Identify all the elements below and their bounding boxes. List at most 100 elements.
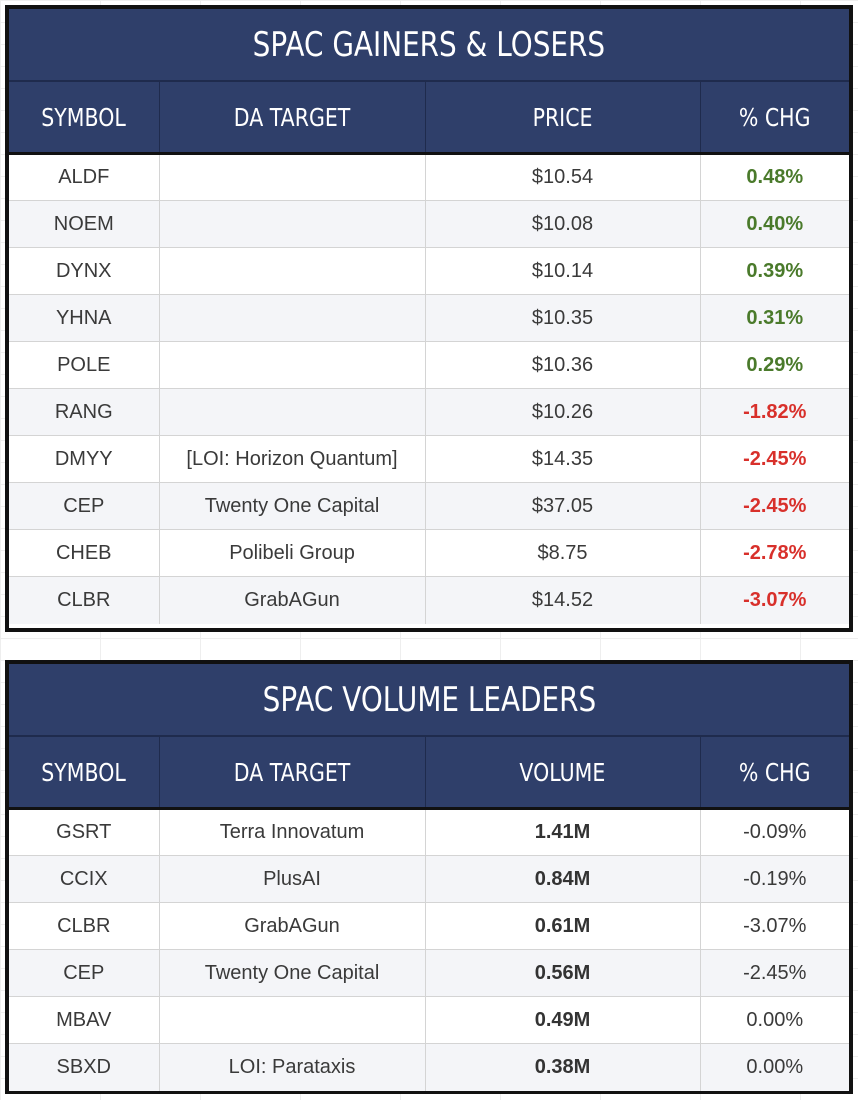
symbol-cell: CCIX (9, 855, 159, 903)
column-header-da-target[interactable]: DA TARGET (158, 82, 425, 155)
pct-chg-cell: 0.48% (699, 153, 849, 201)
price-cell: $37.05 (424, 482, 700, 530)
da-target-cell (158, 200, 425, 248)
table-row: CHEB Polibeli Group $8.75 -2.78% (9, 529, 849, 577)
symbol-cell: MBAV (9, 996, 159, 1044)
volume-table-body: GSRT Terra Innovatum 1.41M -0.09% CCIX PlusAI… (9, 808, 849, 1091)
price-cell: $10.36 (424, 341, 700, 389)
da-target-cell: Polibeli Group (158, 529, 425, 577)
price-cell: $10.08 (424, 200, 700, 248)
table-row: RANG $10.26 -1.82% (9, 388, 849, 436)
price-cell: $10.35 (424, 294, 700, 342)
pct-chg-cell: -3.07% (699, 576, 849, 624)
table-row: ALDF $10.54 0.48% (9, 153, 849, 201)
gainers-header-row: SYMBOL DA TARGET PRICE % CHG (9, 82, 849, 155)
volume-leaders-panel: SPAC VOLUME LEADERS SYMBOL DA TARGET VOL… (5, 660, 853, 1094)
da-target-cell: [LOI: Horizon Quantum] (158, 435, 425, 483)
symbol-cell: RANG (9, 388, 159, 436)
da-target-cell: Terra Innovatum (158, 808, 425, 856)
pct-chg-cell: -0.19% (699, 855, 849, 903)
volume-title: SPAC VOLUME LEADERS (262, 679, 596, 720)
da-target-cell (158, 247, 425, 295)
pct-chg-cell: -2.45% (699, 482, 849, 530)
gainers-table: SYMBOL DA TARGET PRICE % CHG ALDF $10.54 0… (9, 82, 849, 624)
symbol-cell: NOEM (9, 200, 159, 248)
symbol-cell: GSRT (9, 808, 159, 856)
table-row: CCIX PlusAI 0.84M -0.19% (9, 855, 849, 903)
da-target-cell: GrabAGun (158, 576, 425, 624)
pct-chg-cell: -1.82% (699, 388, 849, 436)
pct-chg-cell: 0.39% (699, 247, 849, 295)
pct-chg-cell: 0.29% (699, 341, 849, 389)
column-header-pct-chg[interactable]: % CHG (699, 82, 849, 155)
price-cell: $10.14 (424, 247, 700, 295)
symbol-cell: DYNX (9, 247, 159, 295)
column-header-price[interactable]: PRICE (424, 82, 700, 155)
symbol-cell: YHNA (9, 294, 159, 342)
price-cell: $10.26 (424, 388, 700, 436)
pct-chg-cell: -2.78% (699, 529, 849, 577)
volume-cell: 0.84M (424, 855, 700, 903)
table-row: SBXD LOI: Parataxis 0.38M 0.00% (9, 1043, 849, 1091)
table-row: CLBR GrabAGun 0.61M -3.07% (9, 902, 849, 950)
symbol-cell: SBXD (9, 1043, 159, 1091)
da-target-cell: Twenty One Capital (158, 482, 425, 530)
table-row: YHNA $10.35 0.31% (9, 294, 849, 342)
price-cell: $10.54 (424, 153, 700, 201)
pct-chg-cell: -2.45% (699, 949, 849, 997)
gainers-title: SPAC GAINERS & LOSERS (252, 24, 606, 65)
table-row: POLE $10.36 0.29% (9, 341, 849, 389)
da-target-cell (158, 153, 425, 201)
volume-header-row: SYMBOL DA TARGET VOLUME % CHG (9, 737, 849, 810)
da-target-cell: LOI: Parataxis (158, 1043, 425, 1091)
volume-title-bar: SPAC VOLUME LEADERS (9, 664, 849, 737)
volume-cell: 0.38M (424, 1043, 700, 1091)
price-cell: $14.35 (424, 435, 700, 483)
symbol-cell: CHEB (9, 529, 159, 577)
gainers-table-body: ALDF $10.54 0.48% NOEM $10.08 0.40% DYNX $10.14… (9, 153, 849, 624)
column-header-volume[interactable]: VOLUME (424, 737, 700, 810)
da-target-cell (158, 388, 425, 436)
da-target-cell: PlusAI (158, 855, 425, 903)
symbol-cell: DMYY (9, 435, 159, 483)
volume-cell: 1.41M (424, 808, 700, 856)
symbol-cell: POLE (9, 341, 159, 389)
pct-chg-cell: -2.45% (699, 435, 849, 483)
volume-cell: 0.56M (424, 949, 700, 997)
table-row: CLBR GrabAGun $14.52 -3.07% (9, 576, 849, 624)
column-header-pct-chg[interactable]: % CHG (699, 737, 849, 810)
pct-chg-cell: -3.07% (699, 902, 849, 950)
da-target-cell: GrabAGun (158, 902, 425, 950)
pct-chg-cell: 0.40% (699, 200, 849, 248)
pct-chg-cell: 0.00% (699, 996, 849, 1044)
da-target-cell (158, 996, 425, 1044)
column-header-symbol[interactable]: SYMBOL (9, 82, 159, 155)
symbol-cell: CLBR (9, 902, 159, 950)
gainers-losers-panel: SPAC GAINERS & LOSERS SYMBOL DA TARGET P… (5, 5, 853, 632)
volume-cell: 0.61M (424, 902, 700, 950)
table-row: NOEM $10.08 0.40% (9, 200, 849, 248)
volume-cell: 0.49M (424, 996, 700, 1044)
pct-chg-cell: 0.31% (699, 294, 849, 342)
symbol-cell: CEP (9, 482, 159, 530)
table-row: CEP Twenty One Capital 0.56M -2.45% (9, 949, 849, 997)
table-row: CEP Twenty One Capital $37.05 -2.45% (9, 482, 849, 530)
price-cell: $8.75 (424, 529, 700, 577)
da-target-cell (158, 294, 425, 342)
table-row: MBAV 0.49M 0.00% (9, 996, 849, 1044)
table-row: DYNX $10.14 0.39% (9, 247, 849, 295)
symbol-cell: ALDF (9, 153, 159, 201)
symbol-cell: CEP (9, 949, 159, 997)
price-cell: $14.52 (424, 576, 700, 624)
gainers-title-bar: SPAC GAINERS & LOSERS (9, 9, 849, 82)
volume-table: SYMBOL DA TARGET VOLUME % CHG GSRT Terra … (9, 737, 849, 1091)
pct-chg-cell: -0.09% (699, 808, 849, 856)
table-row: GSRT Terra Innovatum 1.41M -0.09% (9, 808, 849, 856)
pct-chg-cell: 0.00% (699, 1043, 849, 1091)
column-header-da-target[interactable]: DA TARGET (158, 737, 425, 810)
da-target-cell: Twenty One Capital (158, 949, 425, 997)
da-target-cell (158, 341, 425, 389)
table-row: DMYY [LOI: Horizon Quantum] $14.35 -2.45% (9, 435, 849, 483)
symbol-cell: CLBR (9, 576, 159, 624)
column-header-symbol[interactable]: SYMBOL (9, 737, 159, 810)
